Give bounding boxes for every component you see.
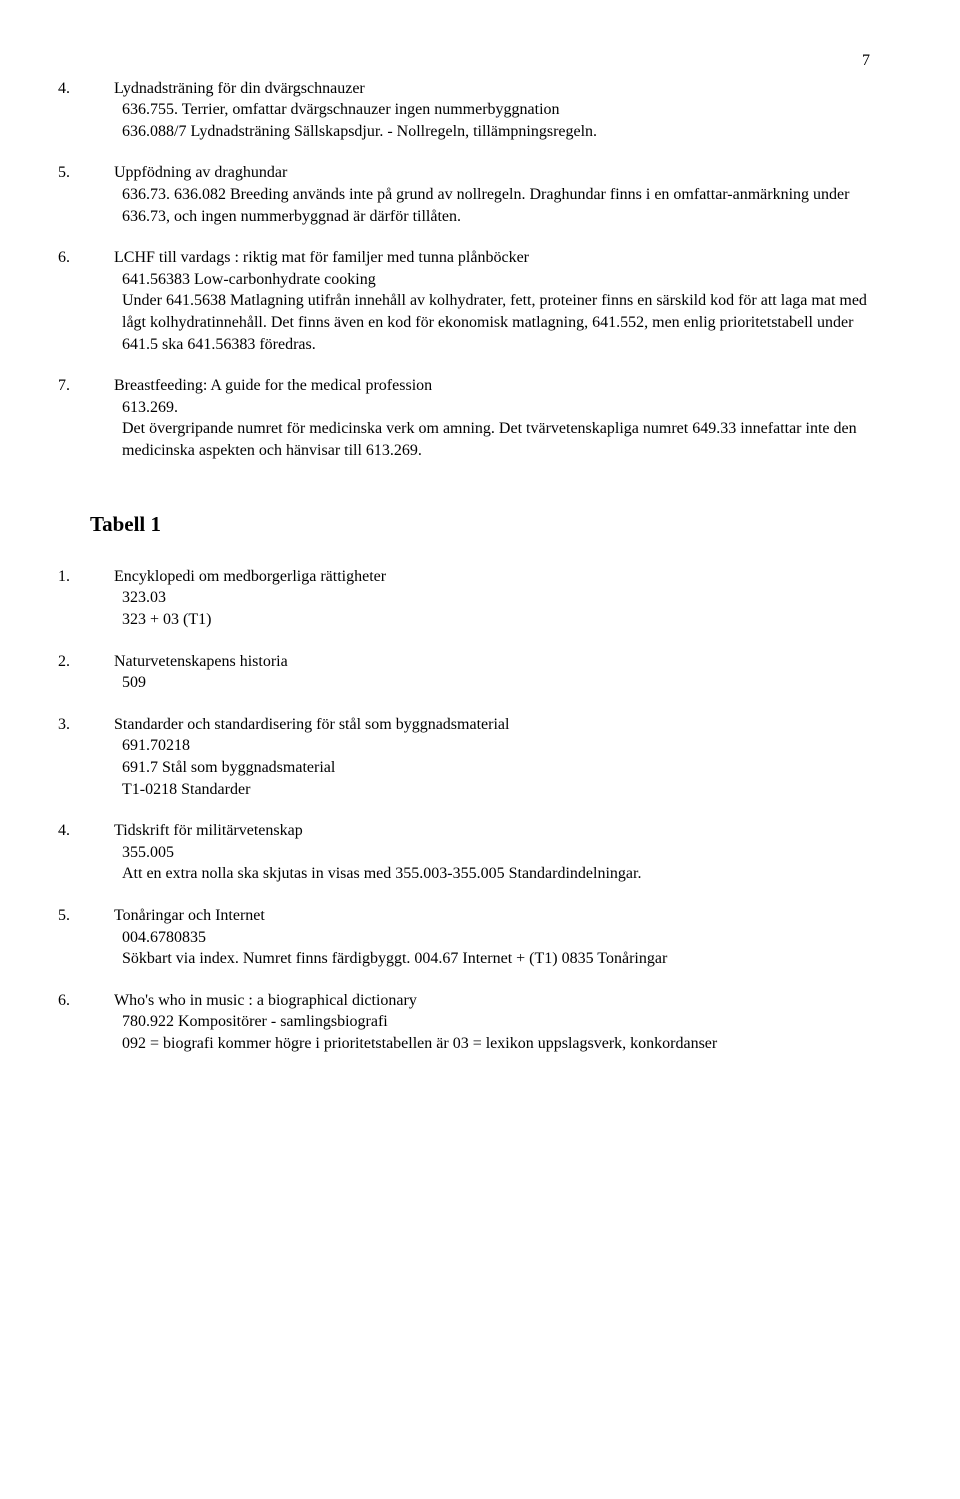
list-item-title-text: Uppfödning av draghundar [114, 164, 287, 181]
list-item-number: 4. [90, 820, 114, 842]
list-item-body: 780.922 Kompositörer - samlingsbiografi0… [90, 1011, 870, 1054]
list-item-line: 355.005 [122, 842, 870, 864]
list-item-line: T1-0218 Standarder [122, 779, 870, 801]
list-item-number: 3. [90, 714, 114, 736]
list-item-number: 4. [90, 78, 114, 100]
list-item-title-text: Tonåringar och Internet [114, 907, 265, 924]
list-item-body: 636.73. 636.082 Breeding används inte på… [90, 184, 870, 227]
list-item-number: 5. [90, 905, 114, 927]
list-item-number: 2. [90, 651, 114, 673]
list-item: 4.Lydnadsträning för din dvärgschnauzer6… [90, 78, 870, 143]
section-heading: Tabell 1 [90, 510, 870, 538]
numbered-list-a: 4.Lydnadsträning för din dvärgschnauzer6… [90, 78, 870, 462]
list-item-title: 4.Tidskrift för militärvetenskap [90, 820, 870, 842]
list-item-line: Att en extra nolla ska skjutas in visas … [122, 863, 870, 885]
page-number: 7 [90, 50, 870, 72]
list-item-number: 7. [90, 375, 114, 397]
list-item: 3.Standarder och standardisering för stå… [90, 714, 870, 800]
list-item-line: 691.7 Stål som byggnadsmaterial [122, 757, 870, 779]
list-item: 6.LCHF till vardags : riktig mat för fam… [90, 247, 870, 355]
list-item: 5.Tonåringar och Internet004.6780835Sökb… [90, 905, 870, 970]
list-item-number: 1. [90, 566, 114, 588]
list-item-line: 613.269. [122, 397, 870, 419]
list-item-line: 636.755. Terrier, omfattar dvärgschnauze… [122, 99, 870, 121]
list-item-title-text: Standarder och standardisering för stål … [114, 716, 509, 733]
list-item-line: 691.70218 [122, 735, 870, 757]
list-item-title: 7.Breastfeeding: A guide for the medical… [90, 375, 870, 397]
list-item-line: 636.73. 636.082 Breeding används inte på… [122, 184, 870, 227]
list-item-number: 6. [90, 990, 114, 1012]
list-item-line: 092 = biografi kommer högre i prioritets… [122, 1033, 870, 1055]
list-item-title: 6.Who's who in music : a biographical di… [90, 990, 870, 1012]
list-item-line: 004.6780835 [122, 927, 870, 949]
list-item-title-text: Who's who in music : a biographical dict… [114, 992, 417, 1009]
list-item-line: Under 641.5638 Matlagning utifrån innehå… [122, 290, 870, 355]
list-item-line: 509 [122, 672, 870, 694]
list-item-number: 6. [90, 247, 114, 269]
list-item-title: 4.Lydnadsträning för din dvärgschnauzer [90, 78, 870, 100]
list-item-line: 636.088/7 Lydnadsträning Sällskapsdjur. … [122, 121, 870, 143]
list-item-body: 636.755. Terrier, omfattar dvärgschnauze… [90, 99, 870, 142]
list-item-title: 6.LCHF till vardags : riktig mat för fam… [90, 247, 870, 269]
list-item-title-text: Tidskrift för militärvetenskap [114, 822, 303, 839]
list-item-line: 323.03 [122, 587, 870, 609]
list-item-title: 5.Uppfödning av draghundar [90, 162, 870, 184]
list-item: 1.Encyklopedi om medborgerliga rättighet… [90, 566, 870, 631]
list-item-body: 691.70218691.7 Stål som byggnadsmaterial… [90, 735, 870, 800]
list-item-body: 641.56383 Low-carbonhydrate cookingUnder… [90, 269, 870, 355]
list-item-title-text: Breastfeeding: A guide for the medical p… [114, 377, 432, 394]
list-item-number: 5. [90, 162, 114, 184]
list-item-body: 509 [90, 672, 870, 694]
list-item-body: 613.269.Det övergripande numret för medi… [90, 397, 870, 462]
list-item-body: 323.03323 + 03 (T1) [90, 587, 870, 630]
list-item: 7.Breastfeeding: A guide for the medical… [90, 375, 870, 461]
list-item-line: 780.922 Kompositörer - samlingsbiografi [122, 1011, 870, 1033]
list-item-line: 323 + 03 (T1) [122, 609, 870, 631]
list-item-title-text: LCHF till vardags : riktig mat för famil… [114, 249, 529, 266]
list-item-title: 3.Standarder och standardisering för stå… [90, 714, 870, 736]
list-item-line: Det övergripande numret för medicinska v… [122, 418, 870, 461]
list-item-title: 2.Naturvetenskapens historia [90, 651, 870, 673]
list-item-title: 5.Tonåringar och Internet [90, 905, 870, 927]
list-item: 2.Naturvetenskapens historia509 [90, 651, 870, 694]
list-item: 4.Tidskrift för militärvetenskap355.005A… [90, 820, 870, 885]
list-item: 5.Uppfödning av draghundar636.73. 636.08… [90, 162, 870, 227]
list-item-title: 1.Encyklopedi om medborgerliga rättighet… [90, 566, 870, 588]
list-item-line: 641.56383 Low-carbonhydrate cooking [122, 269, 870, 291]
list-item-body: 355.005Att en extra nolla ska skjutas in… [90, 842, 870, 885]
list-item-line: Sökbart via index. Numret finns färdigby… [122, 948, 870, 970]
list-item-body: 004.6780835Sökbart via index. Numret fin… [90, 927, 870, 970]
list-item-title-text: Naturvetenskapens historia [114, 653, 288, 670]
list-item-title-text: Lydnadsträning för din dvärgschnauzer [114, 80, 365, 97]
list-item-title-text: Encyklopedi om medborgerliga rättigheter [114, 568, 386, 585]
numbered-list-b: 1.Encyklopedi om medborgerliga rättighet… [90, 566, 870, 1055]
list-item: 6.Who's who in music : a biographical di… [90, 990, 870, 1055]
